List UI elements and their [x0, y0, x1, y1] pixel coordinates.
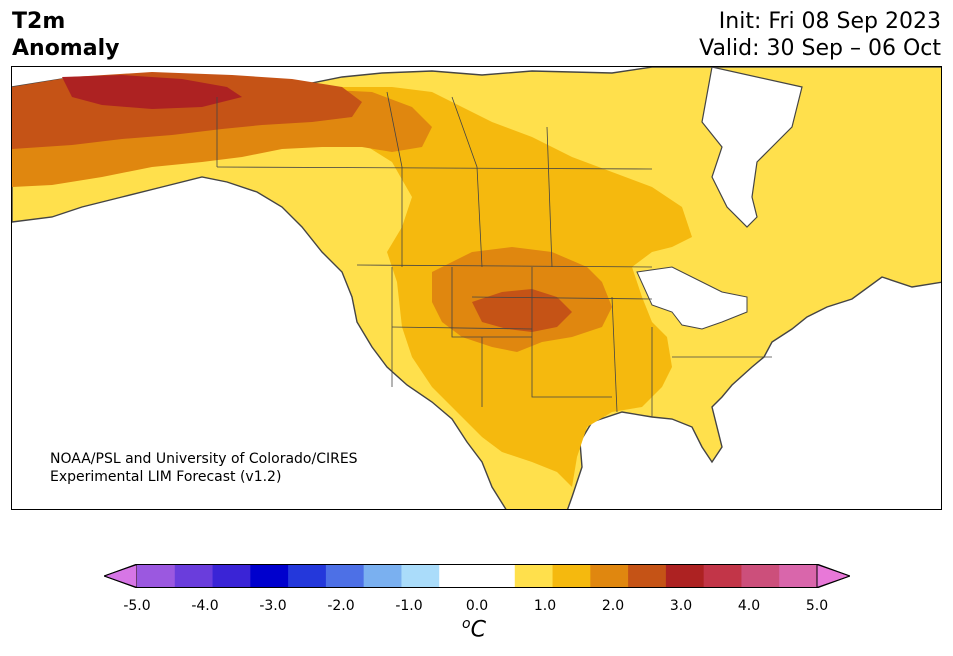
colorbar-cell [212, 564, 251, 588]
colorbar-tick-label: -3.0 [259, 598, 287, 614]
plot-title: T2m Anomaly [12, 8, 119, 62]
colorbar-extend-low [104, 564, 138, 588]
hudson-bay [701, 67, 803, 228]
map-canvas [12, 67, 941, 509]
colorbar-tick-label: 2.0 [601, 598, 625, 614]
colorbar-tick-label: 1.0 [533, 598, 557, 614]
credit-line-1: NOAA/PSL and University of Colorado/CIRE… [50, 451, 358, 467]
anomaly-band-2-5 [62, 75, 242, 109]
unit-degree-mark: o [462, 616, 471, 632]
colorbar-outline [104, 564, 850, 588]
forecast-dates: Init: Fri 08 Sep 2023 Valid: 30 Sep – 06… [699, 8, 941, 62]
colorbar-cell [552, 564, 591, 588]
colorbar-cell [779, 564, 818, 588]
colorbar-cell [401, 564, 440, 588]
colorbar [104, 564, 850, 588]
colorbar-tick-label: 4.0 [737, 598, 761, 614]
colorbar-cell [250, 564, 289, 588]
colorbar-tick-label: -2.0 [327, 598, 355, 614]
anomaly-band-2-0-central [472, 289, 572, 332]
anomaly-map: NOAA/PSL and University of Colorado/CIRE… [11, 66, 942, 510]
colorbar-cell [703, 564, 742, 588]
colorbar-cell [439, 564, 478, 588]
colorbar-cell [288, 564, 327, 588]
title-anomaly: Anomaly [12, 36, 120, 61]
colorbar-tick-label: -4.0 [191, 598, 219, 614]
colorbar-extend-high [816, 564, 850, 588]
colorbar-cell [363, 564, 402, 588]
colorbar-cell [174, 564, 214, 588]
colorbar-cell [741, 564, 780, 588]
colorbar-cell [325, 564, 365, 588]
political-boundaries [216, 91, 772, 417]
colorbar-cell [628, 564, 667, 588]
colorbar-unit: oC [462, 616, 486, 642]
unit-celsius: C [470, 617, 486, 643]
credit-line-2: Experimental LIM Forecast (v1.2) [50, 469, 282, 485]
colorbar-tick-label: 3.0 [669, 598, 693, 614]
title-variable: T2m [12, 9, 66, 34]
colorbar-cells [104, 564, 850, 588]
valid-date: Valid: 30 Sep – 06 Oct [699, 36, 941, 61]
colorbar-tick-label: -1.0 [395, 598, 423, 614]
init-date: Init: Fri 08 Sep 2023 [718, 9, 941, 34]
colorbar-tick-label: 5.0 [805, 598, 829, 614]
anomaly-band-1-0 [12, 87, 692, 487]
colorbar-cell [665, 564, 705, 588]
colorbar-cell [590, 564, 629, 588]
great-lakes [636, 266, 748, 330]
colorbar-cell [477, 564, 516, 588]
colorbar-cell [137, 564, 176, 588]
credit-text: NOAA/PSL and University of Colorado/CIRE… [50, 450, 358, 486]
colorbar-cell [514, 564, 554, 588]
colorbar-tick-label: -5.0 [123, 598, 151, 614]
colorbar-tick-label: 0.0 [465, 598, 489, 614]
